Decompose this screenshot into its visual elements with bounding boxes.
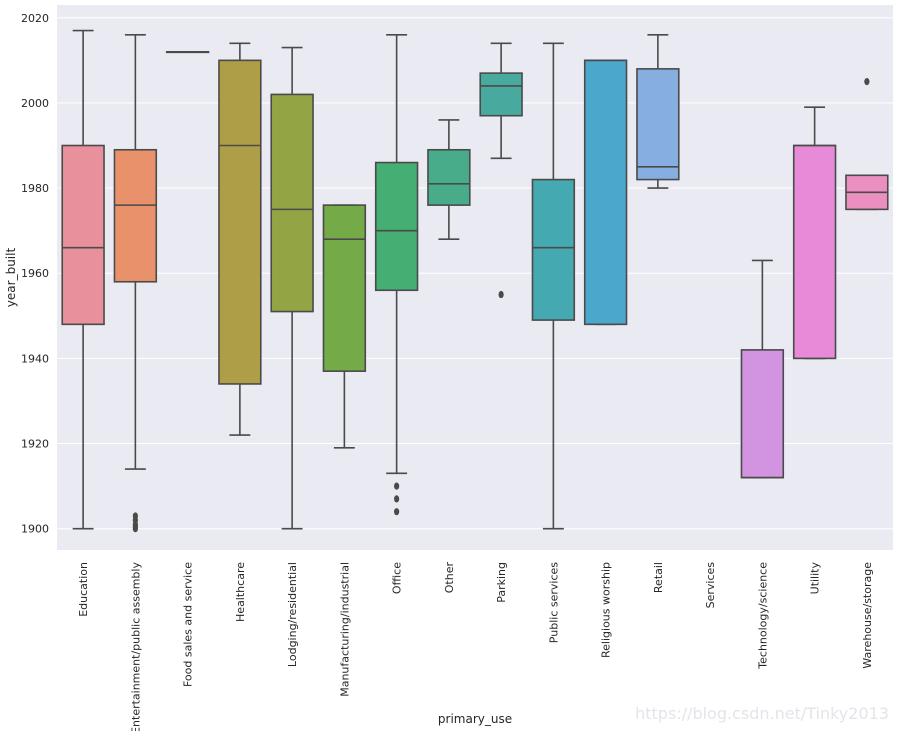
x-tick-label-religious-worship: Religious worship: [600, 562, 613, 658]
y-tick-label-1900: 1900: [21, 523, 49, 536]
outlier-point: [394, 495, 400, 503]
box-warehouse-storage: [845, 78, 889, 211]
box-retail: [636, 34, 680, 189]
y-tick-label-2020: 2020: [21, 12, 49, 25]
y-axis-label: year_built: [4, 248, 18, 308]
box-food-sales-and-service: [165, 51, 210, 54]
y-tick-label-2000: 2000: [21, 97, 49, 110]
box-parking: [479, 42, 523, 299]
box-body: [583, 59, 628, 326]
outlier-point: [498, 290, 504, 299]
box-body: [270, 93, 314, 313]
x-tick-label-services: Services: [704, 562, 717, 609]
box-other: [427, 119, 471, 240]
watermark-text: https://blog.csdn.net/Tinky2013: [635, 704, 889, 723]
x-tick-label-food-sales-and-service: Food sales and service: [182, 562, 195, 687]
x-tick-label-education: Education: [77, 562, 90, 617]
x-tick-label-office: Office: [391, 562, 404, 594]
x-axis-label: primary_use: [438, 712, 512, 726]
y-tick-label-1920: 1920: [21, 438, 49, 451]
y-tick-label-1980: 1980: [21, 182, 49, 195]
x-tick-label-other: Other: [443, 562, 456, 594]
box-body: [374, 161, 419, 292]
outlier-point: [132, 512, 138, 520]
x-tick-label-public-services: Public services: [547, 562, 560, 643]
x-tick-label-healthcare: Healthcare: [234, 562, 247, 622]
boxes: [61, 29, 889, 533]
outlier-point: [864, 78, 870, 86]
box-education: [61, 29, 105, 530]
x-tick-label-utility: Utility: [809, 562, 822, 595]
x-tick-label-warehouse-storage: Warehouse/storage: [861, 562, 874, 669]
box-entertainment-public-assembly: [113, 34, 158, 533]
box-manufacturing-industrial: [322, 204, 367, 449]
box-religious-worship: [583, 59, 628, 326]
box-body: [636, 68, 680, 181]
box-body: [113, 148, 158, 283]
x-tick-label-technology-science: Technology/science: [756, 562, 769, 670]
x-tick-label-lodging-residential: Lodging/residential: [286, 562, 299, 667]
box-body: [61, 144, 105, 326]
x-tick-label-entertainment-public-assembly: Entertainment/public assembly: [129, 562, 142, 731]
box-public-services: [531, 42, 576, 530]
grid-lines: [57, 17, 893, 530]
box-office: [374, 34, 419, 516]
outlier-point: [394, 482, 400, 490]
box-healthcare: [218, 42, 262, 436]
box-body: [427, 148, 471, 206]
x-tick-label-parking: Parking: [495, 562, 508, 603]
box-body: [218, 59, 262, 385]
outlier-point: [394, 508, 400, 516]
box-utility: [792, 106, 837, 360]
x-tick-label-manufacturing-industrial: Manufacturing/industrial: [338, 562, 351, 697]
y-tick-label-1960: 1960: [21, 267, 49, 280]
y-tick-label-1940: 1940: [21, 352, 49, 365]
x-axis-ticks: Education Entertainment/public assembly Fo…: [77, 562, 874, 731]
box-body: [792, 144, 837, 360]
box-lodging-residential: [270, 46, 314, 530]
box-body: [531, 178, 576, 321]
y-axis-ticks: 1900 1920 1940 1960 1980 2000 2020: [21, 12, 49, 536]
box-body: [740, 349, 785, 479]
box-body: [322, 204, 367, 372]
x-tick-label-retail: Retail: [652, 562, 665, 593]
box-technology-science: [740, 259, 785, 479]
box-body: [479, 72, 523, 117]
